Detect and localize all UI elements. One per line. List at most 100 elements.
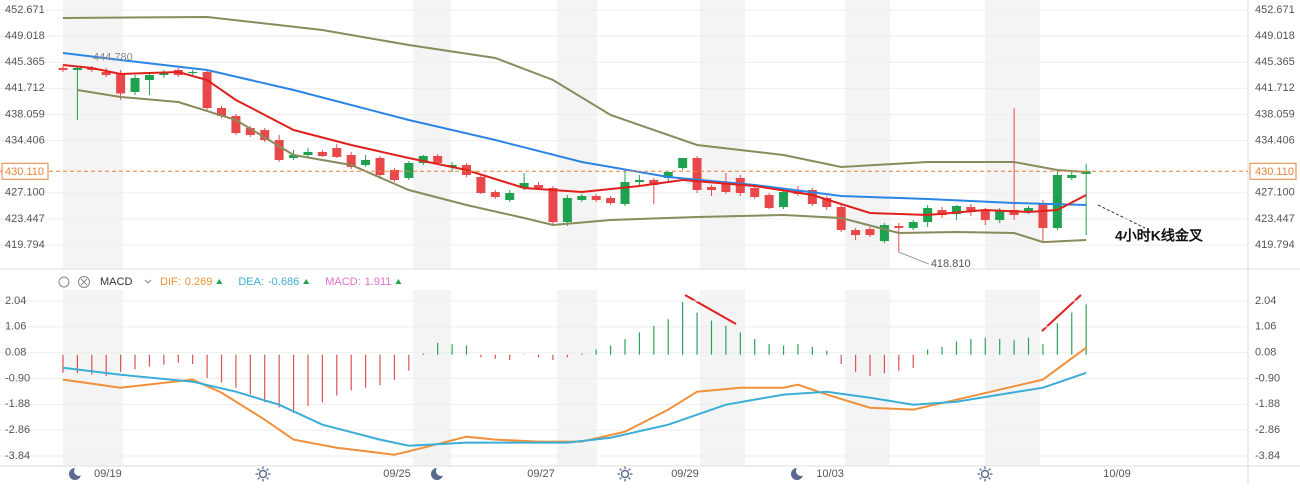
y-tick-label: 419.794: [5, 239, 45, 251]
indicator-line: [62, 15, 1087, 173]
candle-body: [346, 154, 356, 167]
y-tick-label: 434.406: [5, 134, 45, 146]
last-price-box: [1, 162, 49, 180]
sun-icon: [620, 469, 630, 479]
candle-body: [274, 140, 284, 160]
candle-body: [389, 169, 399, 181]
close-cross: [80, 278, 88, 286]
y-tick-label: -1.88: [1255, 398, 1280, 410]
last-price-box: [1249, 162, 1297, 180]
candle-body: [216, 108, 226, 117]
candle-body: [634, 180, 644, 183]
candle-body: [404, 162, 414, 178]
y-tick-label: 445.365: [1255, 56, 1295, 68]
candle-body: [418, 155, 428, 163]
close-icon[interactable]: [78, 276, 90, 288]
settings-icon[interactable]: [58, 276, 70, 288]
candle-body: [865, 229, 875, 236]
candle-body: [562, 198, 572, 223]
y-tick-label: 0.08: [1255, 347, 1276, 359]
candle-body: [375, 157, 385, 175]
sun-ray: [628, 468, 631, 471]
y-tick-label: 1.06: [5, 321, 26, 333]
y-tick-label: 423.447: [5, 213, 45, 225]
candle-body: [476, 176, 486, 194]
y-tick-label: 452.671: [5, 4, 45, 16]
candle-body: [678, 157, 688, 168]
candle-body: [1081, 171, 1091, 174]
candle-body: [908, 222, 918, 229]
moon-cut: [436, 466, 446, 476]
candle-body: [245, 128, 255, 136]
candle-body: [534, 185, 544, 189]
candle-body: [231, 116, 241, 134]
legend-name: DIF:: [160, 276, 181, 288]
candle-body: [101, 71, 111, 75]
legend-value: 0.269: [185, 276, 213, 288]
sun-ray: [619, 468, 622, 471]
moon-cut: [796, 466, 806, 476]
x-tick-label: 09/29: [671, 468, 699, 480]
indicator-line: [62, 52, 1087, 206]
y-tick-label: 438.059: [5, 108, 45, 120]
y-tick-label: 423.447: [1255, 213, 1295, 225]
candle-body: [591, 196, 601, 201]
y-tick-label: 0.08: [5, 347, 26, 359]
candle-body: [289, 154, 299, 158]
y-tick-label: 434.406: [1255, 134, 1295, 146]
candle-body: [750, 188, 760, 198]
legend-arrow: [216, 279, 223, 284]
y-tick-label: 2.04: [1255, 295, 1276, 307]
legend-name: DEA:: [238, 276, 264, 288]
candle-body: [433, 155, 443, 163]
sun-ray: [979, 468, 982, 471]
candle-body: [894, 226, 904, 229]
candle-body: [649, 180, 659, 186]
candle-body: [807, 190, 817, 205]
candle-body: [116, 72, 126, 94]
last-price-label: 430.110: [5, 166, 44, 178]
candle-body: [260, 130, 270, 141]
candle-body: [1038, 203, 1048, 229]
indicator-line: [62, 64, 1087, 217]
candle-body: [1067, 174, 1077, 178]
candle-body: [144, 74, 154, 80]
annotation-leader: [898, 251, 930, 265]
candle-body: [72, 67, 82, 70]
candle-body: [577, 196, 587, 201]
candle-body: [505, 193, 515, 201]
candle-body: [58, 67, 68, 70]
sun-ray: [257, 477, 260, 480]
candle-body: [519, 183, 529, 189]
sun-ray: [628, 477, 631, 480]
candle-body: [980, 210, 990, 221]
y-tick-label: -3.84: [5, 450, 30, 462]
annotation-label: 418.810: [931, 258, 971, 270]
moon-cut: [74, 466, 84, 476]
candle-body: [130, 77, 140, 93]
candle-body: [721, 183, 731, 193]
x-tick-label: 09/19: [94, 468, 122, 480]
candle-body: [361, 159, 371, 165]
sun-ray: [257, 468, 260, 471]
candle-body: [764, 195, 774, 209]
indicator-line: [77, 89, 1087, 244]
legend-name: MACD:: [325, 276, 360, 288]
y-tick-label: -2.86: [1255, 424, 1280, 436]
y-tick-label: 427.100: [5, 187, 45, 199]
candle-body: [188, 71, 198, 73]
candle-body: [779, 192, 789, 208]
candle-body: [332, 148, 342, 157]
indicator-controls: [58, 276, 152, 288]
dropdown-icon[interactable]: [144, 279, 152, 284]
y-tick-label: 449.018: [5, 30, 45, 42]
sun-ray: [979, 477, 982, 480]
candle-body: [822, 198, 832, 208]
indicator-line: [62, 346, 1087, 456]
candle-body: [620, 182, 630, 205]
y-tick-label: 445.365: [5, 56, 45, 68]
annotation-label: 444.780: [93, 51, 133, 63]
sun-ray: [988, 468, 991, 471]
x-tick-label: 09/27: [527, 468, 555, 480]
